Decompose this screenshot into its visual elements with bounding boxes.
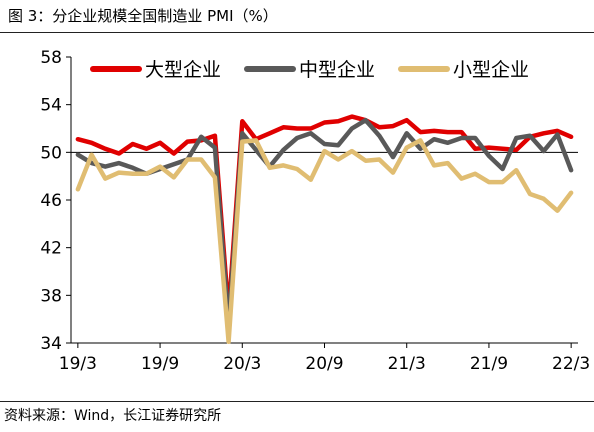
y-tick-label: 54 [40, 96, 62, 116]
x-tick-label: 20/3 [223, 354, 261, 374]
x-ticks: 19/3 19/9 20/3 20/9 21/3 21/9 22/3 [59, 343, 590, 374]
series-line-1 [75, 114, 574, 316]
source-rule [0, 401, 594, 402]
figure-title: 图 3：分企业规模全国制造业 PMI（%） [8, 7, 278, 25]
series-layer [75, 114, 574, 345]
y-tick-label: 46 [40, 191, 62, 211]
y-ticks: 34 38 42 46 50 54 58 [40, 48, 71, 354]
axes [70, 57, 578, 344]
y-tick-label: 58 [40, 48, 62, 68]
legend: 大型企业 中型企业 小型企业 [90, 59, 529, 81]
pmi-line-chart: 34 38 42 46 50 54 58 19/3 19/9 20/3 20/9 21/3 21/9 2… [40, 48, 590, 374]
legend-label-3: 小型企业 [453, 59, 529, 81]
source-note: 资料来源：Wind，长江证券研究所 [4, 408, 222, 424]
y-tick-label: 42 [40, 239, 62, 259]
x-tick-label: 22/3 [552, 354, 590, 374]
legend-label-1: 大型企业 [145, 59, 221, 81]
y-tick-label: 34 [40, 334, 62, 354]
y-tick-label: 38 [40, 286, 62, 306]
x-tick-label: 19/9 [141, 354, 179, 374]
y-tick-label: 50 [40, 143, 62, 163]
legend-label-2: 中型企业 [299, 59, 375, 81]
title-rule [0, 32, 594, 33]
x-tick-label: 21/3 [388, 354, 426, 374]
series-line-3 [75, 138, 574, 345]
x-tick-label: 21/9 [470, 354, 508, 374]
x-tick-label: 19/3 [59, 354, 97, 374]
x-tick-label: 20/9 [305, 354, 343, 374]
